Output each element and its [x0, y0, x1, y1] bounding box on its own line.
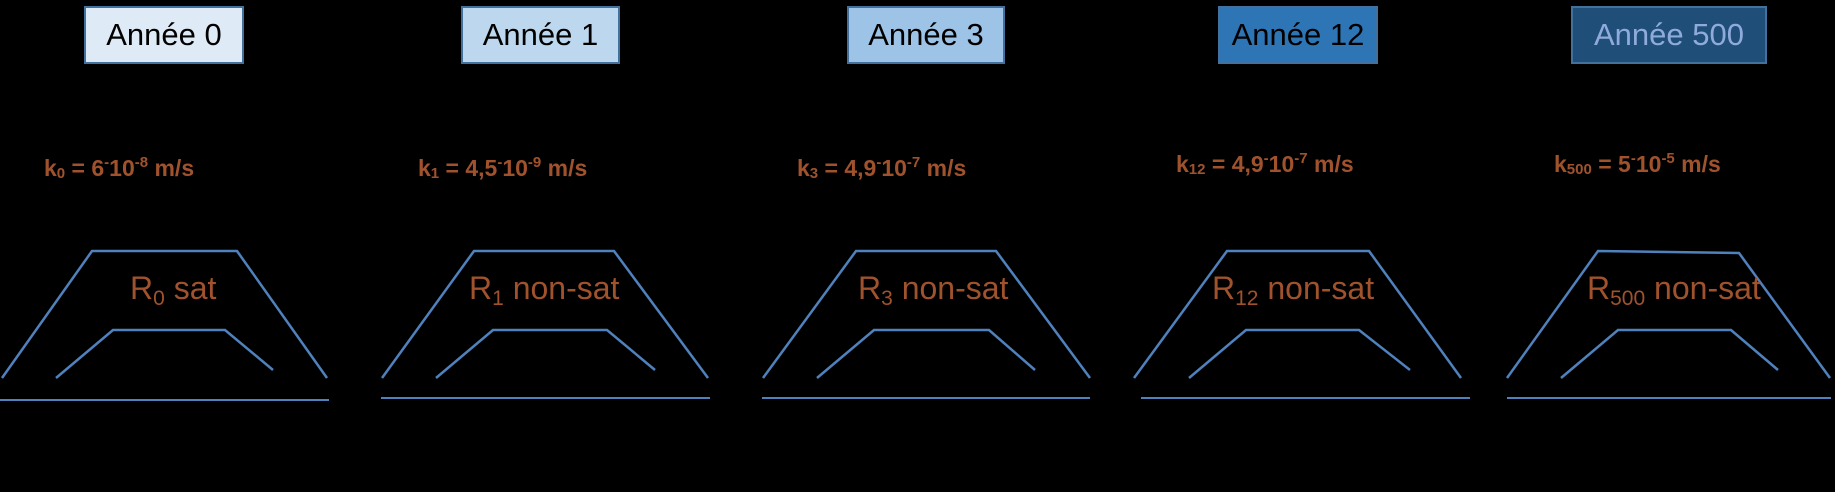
k-base: 10: [1636, 151, 1662, 177]
r-subscript: 0: [153, 287, 165, 310]
panel-year-12: Année 12 k12 = 4,9-10-7 m/s R12 non-sat: [1133, 0, 1473, 492]
panel-year-3: Année 3 k3 = 4,9-10-7 m/s R3 non-sat: [762, 0, 1102, 492]
permeability-label: k1 = 4,5-10-9 m/s: [418, 155, 587, 182]
k-value: = 5: [1592, 151, 1631, 177]
inner-embankment-line: [817, 330, 1035, 378]
k-subscript: 12: [1189, 161, 1206, 178]
r-state: non-sat: [1258, 270, 1374, 306]
permeability-label: k0 = 6-10-8 m/s: [44, 155, 194, 182]
panel-year-500: Année 500 k500 = 5-10-5 m/s R500 non-sat: [1505, 0, 1835, 492]
year-label: Année 0: [106, 17, 222, 53]
r-state: non-sat: [893, 270, 1009, 306]
r-state: non-sat: [504, 270, 620, 306]
k-subscript: 1: [431, 165, 439, 182]
k-separator: -: [104, 154, 109, 171]
k-unit: m/s: [1308, 151, 1354, 177]
embankment-shape: [1133, 240, 1473, 410]
k-unit: m/s: [920, 155, 966, 181]
reservoir-label: R12 non-sat: [1212, 270, 1374, 307]
panel-year-1: Année 1 k1 = 4,5-10-9 m/s R1 non-sat: [381, 0, 721, 492]
year-label-box: Année 12: [1218, 6, 1378, 64]
k-unit: m/s: [148, 155, 194, 181]
inner-embankment-line: [1561, 330, 1778, 378]
k-value: = 4,9: [818, 155, 876, 181]
k-value: = 4,9: [1205, 151, 1263, 177]
k-unit: m/s: [541, 155, 587, 181]
r-subscript: 500: [1610, 287, 1645, 310]
k-value: = 6: [65, 155, 104, 181]
k-separator: -: [1264, 150, 1269, 167]
k-exponent: -9: [528, 154, 541, 171]
year-label: Année 3: [868, 17, 984, 53]
k-exponent: -7: [907, 154, 920, 171]
embankment-shape: [381, 240, 721, 410]
inner-embankment-line: [1189, 330, 1410, 378]
k-subscript: 0: [57, 165, 65, 182]
k-subscript: 3: [810, 165, 818, 182]
k-separator: -: [497, 154, 502, 171]
k-value: = 4,5: [439, 155, 497, 181]
permeability-label: k12 = 4,9-10-7 m/s: [1176, 151, 1354, 178]
inner-embankment-line: [436, 330, 655, 378]
inner-embankment-line: [56, 330, 273, 378]
reservoir-label: R500 non-sat: [1587, 270, 1761, 307]
k-exponent: -5: [1661, 150, 1674, 167]
year-label-box: Année 3: [847, 6, 1005, 64]
k-base: 10: [881, 155, 907, 181]
panel-year-0: Année 0 k0 = 6-10-8 m/s R0 sat: [0, 0, 340, 492]
k-separator: -: [876, 154, 881, 171]
reservoir-label: R3 non-sat: [858, 270, 1008, 307]
k-unit: m/s: [1675, 151, 1721, 177]
r-subscript: 12: [1235, 287, 1258, 310]
year-label-box: Année 500: [1571, 6, 1767, 64]
year-label: Année 12: [1232, 17, 1365, 53]
r-state: sat: [165, 270, 217, 306]
k-exponent: -8: [135, 154, 148, 171]
year-label-box: Année 0: [84, 6, 244, 64]
reservoir-label: R0 sat: [130, 270, 216, 307]
k-base: 10: [502, 155, 528, 181]
year-label: Année 500: [1594, 17, 1744, 53]
embankment-shape: [0, 240, 340, 410]
year-label-box: Année 1: [461, 6, 620, 64]
permeability-label: k500 = 5-10-5 m/s: [1554, 151, 1721, 178]
embankment-shape: [1505, 240, 1835, 410]
k-base: 10: [1269, 151, 1295, 177]
r-subscript: 1: [492, 287, 504, 310]
k-base: 10: [109, 155, 135, 181]
k-subscript: 500: [1567, 161, 1592, 178]
r-state: non-sat: [1645, 270, 1761, 306]
k-separator: -: [1631, 150, 1636, 167]
r-subscript: 3: [881, 287, 893, 310]
embankment-shape: [762, 240, 1102, 410]
permeability-label: k3 = 4,9-10-7 m/s: [797, 155, 966, 182]
reservoir-label: R1 non-sat: [469, 270, 619, 307]
k-exponent: -7: [1294, 150, 1307, 167]
year-label: Année 1: [483, 17, 599, 53]
